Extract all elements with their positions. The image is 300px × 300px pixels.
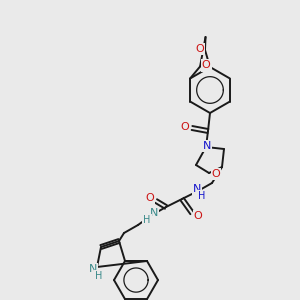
Text: N: N: [89, 264, 97, 274]
Text: O: O: [202, 61, 211, 70]
Text: O: O: [194, 211, 202, 221]
Text: O: O: [196, 44, 204, 54]
Text: O: O: [181, 122, 189, 132]
Text: H: H: [143, 215, 151, 225]
Text: O: O: [146, 193, 154, 203]
Text: N: N: [150, 208, 158, 218]
Text: N: N: [203, 141, 211, 151]
Text: N: N: [193, 184, 201, 194]
Text: H: H: [95, 271, 103, 281]
Text: O: O: [212, 169, 220, 179]
Text: H: H: [198, 191, 206, 201]
